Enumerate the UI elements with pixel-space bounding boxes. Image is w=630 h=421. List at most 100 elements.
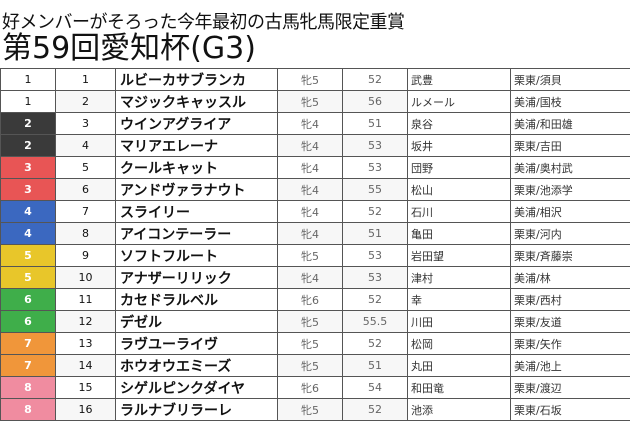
- sex-age: 牝4: [278, 179, 343, 201]
- jockey: 松山: [408, 179, 511, 201]
- horse-number: 10: [56, 267, 116, 289]
- horse-name: ウインアグライア: [116, 113, 278, 135]
- jockey: 池添: [408, 399, 511, 421]
- jockey: 和田竜: [408, 377, 511, 399]
- carried-weight: 55: [343, 179, 408, 201]
- jockey: 松岡: [408, 333, 511, 355]
- carried-weight: 51: [343, 355, 408, 377]
- jockey: 川田: [408, 311, 511, 333]
- horse-number: 14: [56, 355, 116, 377]
- sex-age: 牝5: [278, 91, 343, 113]
- sex-age: 牝6: [278, 377, 343, 399]
- horse-number: 1: [56, 69, 116, 91]
- frame-number: 8: [1, 399, 56, 421]
- carried-weight: 56: [343, 91, 408, 113]
- trainer: 栗東/友道: [511, 311, 630, 333]
- jockey: 幸: [408, 289, 511, 311]
- frame-number: 8: [1, 377, 56, 399]
- sex-age: 牝4: [278, 135, 343, 157]
- trainer: 栗東/矢作: [511, 333, 630, 355]
- carried-weight: 52: [343, 399, 408, 421]
- carried-weight: 52: [343, 289, 408, 311]
- horse-name: デゼル: [116, 311, 278, 333]
- frame-number: 1: [1, 69, 56, 91]
- frame-number: 3: [1, 179, 56, 201]
- jockey: 岩田望: [408, 245, 511, 267]
- jockey: 泉谷: [408, 113, 511, 135]
- sex-age: 牝6: [278, 289, 343, 311]
- jockey: 武豊: [408, 69, 511, 91]
- trainer: 栗東/池添学: [511, 179, 630, 201]
- horse-name: ラヴユーライヴ: [116, 333, 278, 355]
- sex-age: 牝4: [278, 113, 343, 135]
- horse-name: ルビーカサブランカ: [116, 69, 278, 91]
- horse-name: ラルナブリラーレ: [116, 399, 278, 421]
- horse-number: 3: [56, 113, 116, 135]
- carried-weight: 51: [343, 223, 408, 245]
- frame-number: 3: [1, 157, 56, 179]
- carried-weight: 54: [343, 377, 408, 399]
- jockey: 坂井: [408, 135, 511, 157]
- horse-number: 15: [56, 377, 116, 399]
- trainer: 美浦/相沢: [511, 201, 630, 223]
- frame-number: 5: [1, 267, 56, 289]
- jockey: 亀田: [408, 223, 511, 245]
- horse-number: 7: [56, 201, 116, 223]
- horse-name: マジックキャッスル: [116, 91, 278, 113]
- carried-weight: 52: [343, 201, 408, 223]
- carried-weight: 52: [343, 69, 408, 91]
- trainer: 栗東/渡辺: [511, 377, 630, 399]
- sex-age: 牝5: [278, 245, 343, 267]
- sex-age: 牝5: [278, 69, 343, 91]
- jockey: 丸田: [408, 355, 511, 377]
- jockey: 石川: [408, 201, 511, 223]
- horse-number: 8: [56, 223, 116, 245]
- trainer: 栗東/西村: [511, 289, 630, 311]
- frame-number: 4: [1, 201, 56, 223]
- trainer: 美浦/池上: [511, 355, 630, 377]
- horse-number: 2: [56, 91, 116, 113]
- horse-name: アイコンテーラー: [116, 223, 278, 245]
- trainer: 美浦/奥村武: [511, 157, 630, 179]
- carried-weight: 53: [343, 245, 408, 267]
- trainer: 美浦/林: [511, 267, 630, 289]
- horse-number: 5: [56, 157, 116, 179]
- carried-weight: 52: [343, 333, 408, 355]
- horse-number: 13: [56, 333, 116, 355]
- trainer: 美浦/国枝: [511, 91, 630, 113]
- horse-number: 6: [56, 179, 116, 201]
- horse-name: ホウオウエミーズ: [116, 355, 278, 377]
- frame-number: 7: [1, 333, 56, 355]
- horse-name: シゲルピンクダイヤ: [116, 377, 278, 399]
- horse-number: 11: [56, 289, 116, 311]
- trainer: 栗東/石坂: [511, 399, 630, 421]
- sex-age: 牝5: [278, 399, 343, 421]
- trainer: 栗東/河内: [511, 223, 630, 245]
- frame-number: 6: [1, 289, 56, 311]
- frame-number: 5: [1, 245, 56, 267]
- carried-weight: 53: [343, 157, 408, 179]
- sex-age: 牝4: [278, 201, 343, 223]
- jockey: 津村: [408, 267, 511, 289]
- horse-name: アンドヴァラナウト: [116, 179, 278, 201]
- horse-name: クールキャット: [116, 157, 278, 179]
- horse-name: カセドラルベル: [116, 289, 278, 311]
- sex-age: 牝4: [278, 223, 343, 245]
- page-title: 第59回愛知杯(G3): [2, 32, 256, 66]
- frame-number: 2: [1, 135, 56, 157]
- trainer: 栗東/吉田: [511, 135, 630, 157]
- sex-age: 牝4: [278, 157, 343, 179]
